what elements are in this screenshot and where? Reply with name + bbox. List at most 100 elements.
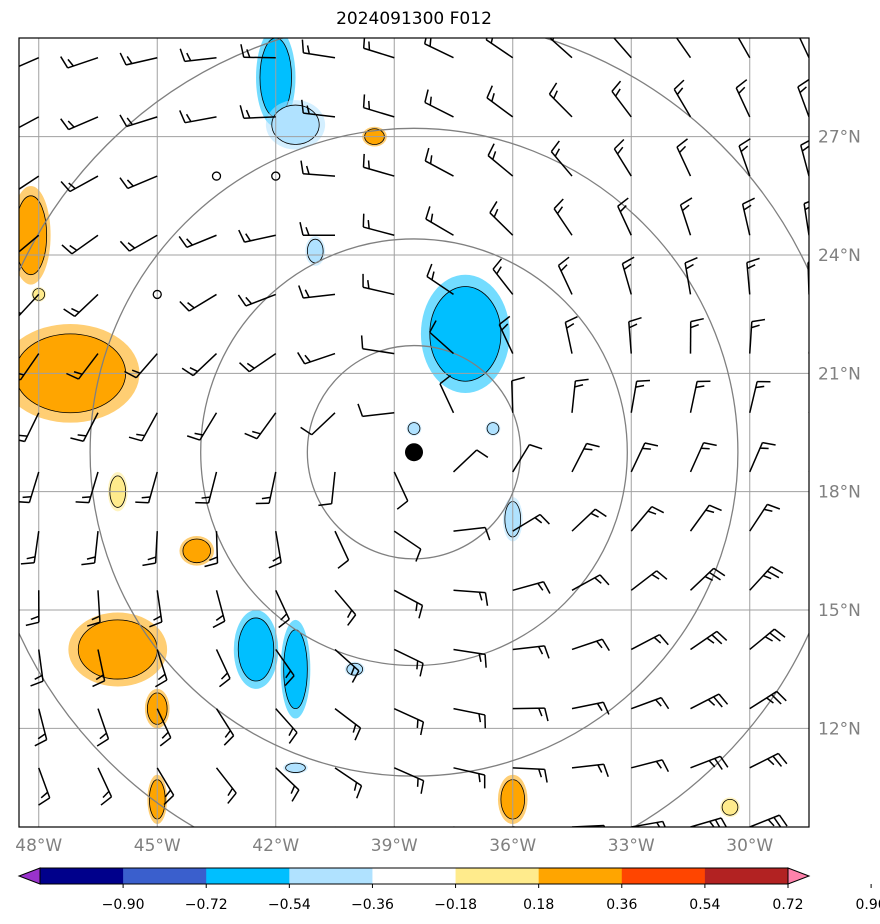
wind-barb: [119, 52, 158, 66]
barb-shaft: [611, 90, 632, 118]
barb-feather: [553, 90, 558, 99]
lon-tick-label: 42°W: [252, 836, 299, 856]
wind-barb: [393, 767, 425, 794]
wind-barb: [75, 471, 99, 504]
barb-feather: [163, 794, 175, 806]
wind-barb: [611, 80, 632, 118]
barb-shaft: [512, 767, 545, 771]
barb-feather: [673, 79, 685, 90]
barb-feather: [574, 384, 584, 388]
barb-feather: [755, 385, 765, 389]
contour-patch: [346, 662, 364, 676]
wind-barb: [512, 707, 549, 722]
barb-shaft: [248, 352, 277, 373]
wind-barb: [60, 175, 99, 193]
wind-barb: [571, 763, 609, 778]
barb-feather: [815, 387, 823, 388]
barb-feather: [179, 48, 186, 62]
barb-feather: [220, 672, 229, 680]
barb-feather: [300, 426, 313, 436]
storm-center-dot: [405, 443, 423, 462]
barb-feather: [100, 796, 112, 806]
barb-shaft: [453, 526, 486, 532]
wind-barb: [452, 449, 489, 473]
barb-feather: [596, 640, 603, 649]
wind-barb: [301, 99, 336, 118]
barb-feather: [245, 233, 251, 242]
barb-shaft: [630, 381, 638, 413]
wind-barb: [746, 257, 760, 295]
wind-barb: [630, 379, 651, 413]
barb-feather: [590, 512, 599, 518]
barb-feather: [628, 316, 642, 323]
wind-barb: [334, 530, 350, 569]
lat-tick-label: 18°N: [818, 483, 861, 503]
colorbar-tick-label: −0.72: [185, 897, 228, 913]
barb-feather: [149, 621, 163, 628]
barb-feather: [583, 448, 593, 451]
barb-feather: [245, 109, 251, 119]
barb-feather: [647, 510, 657, 515]
barb-feather: [367, 160, 371, 169]
barb-feather: [227, 792, 237, 804]
wind-barb: [690, 817, 728, 827]
barb-shaft: [74, 293, 99, 317]
barb-feather: [73, 371, 83, 375]
barb-shaft: [207, 471, 218, 504]
barb-shaft: [19, 116, 40, 129]
barb-shaft: [93, 531, 99, 564]
barb-feather: [416, 719, 419, 728]
barb-feather: [60, 181, 71, 192]
barb-feather: [622, 256, 635, 265]
barb-feather: [838, 813, 846, 823]
wind-barb: [571, 378, 589, 413]
barb-feather: [676, 138, 688, 148]
wind-barb: [630, 570, 668, 591]
barb-shaft: [512, 707, 545, 710]
barb-feather: [194, 432, 204, 436]
barb-feather: [86, 556, 96, 560]
barb-feather: [659, 634, 669, 646]
barb-feather: [543, 645, 550, 659]
barb-feather: [551, 38, 555, 41]
barb-shaft: [808, 826, 809, 827]
barb-feather: [230, 846, 234, 854]
wind-barb: [571, 701, 610, 715]
barb-feather: [831, 754, 840, 764]
barb-feather: [298, 285, 304, 299]
barb-shaft: [362, 286, 395, 296]
barb-shaft: [335, 826, 337, 827]
barb-feather: [660, 697, 670, 710]
barb-feather: [429, 96, 432, 106]
barb-feather: [738, 86, 746, 94]
colorbar-tick-label: −0.18: [434, 897, 477, 913]
barb-shaft: [571, 638, 603, 651]
barb-shaft: [690, 755, 721, 769]
barb-shaft: [256, 412, 277, 440]
wind-barb: [628, 316, 642, 354]
wind-barb: [96, 708, 110, 747]
barb-feather: [737, 29, 742, 36]
barb-shaft: [453, 648, 486, 656]
lon-tick-label: 33°W: [608, 836, 655, 856]
barb-shaft: [485, 39, 514, 59]
contour-patch: [283, 629, 308, 710]
wind-barb: [808, 648, 809, 650]
barb-feather: [771, 694, 782, 705]
wind-barb: [423, 38, 454, 59]
barb-shaft: [362, 347, 395, 355]
barb-feather: [678, 145, 687, 154]
wind-barb: [548, 82, 573, 118]
barb-feather: [644, 442, 659, 447]
wind-barb: [613, 38, 632, 59]
barb-shaft: [135, 353, 158, 379]
barb-feather: [187, 302, 195, 309]
barb-shaft: [363, 47, 395, 59]
barb-feather: [77, 434, 87, 437]
barb-feather: [596, 703, 603, 712]
wind-barb: [215, 708, 235, 746]
barb-feather: [20, 562, 35, 565]
barb-feather: [769, 632, 781, 642]
barb-shaft: [362, 412, 395, 418]
barb-shaft: [147, 471, 158, 503]
